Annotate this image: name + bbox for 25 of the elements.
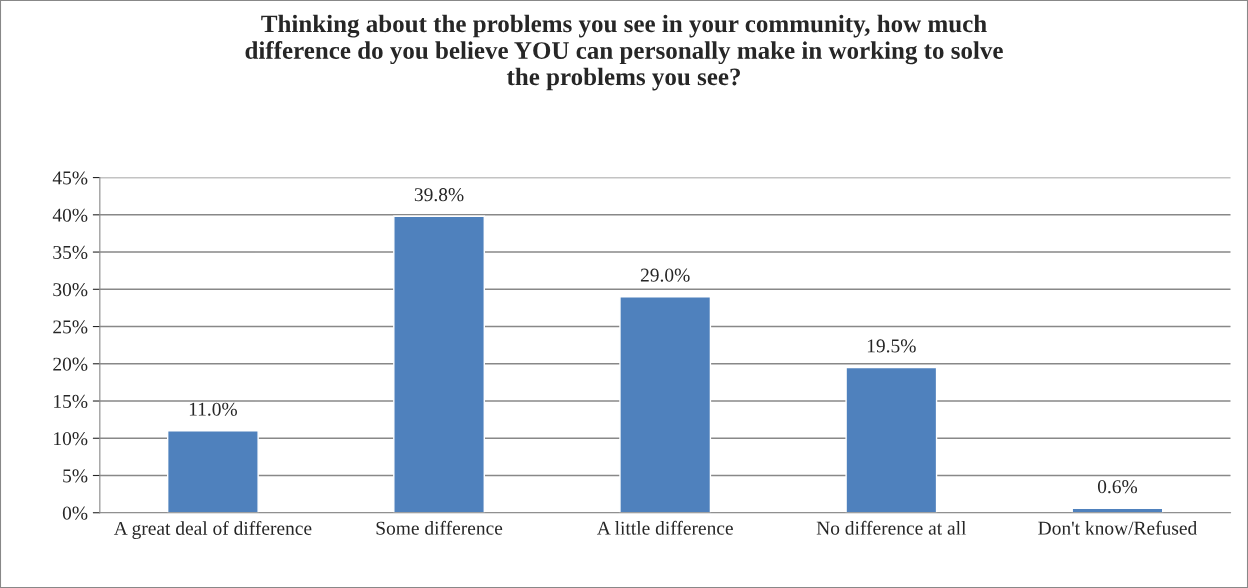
data-label: 29.0% bbox=[640, 268, 690, 282]
x-tick-label: Some difference bbox=[376, 520, 503, 535]
y-tick-label: 30% bbox=[53, 283, 88, 297]
y-tick-label: 10% bbox=[54, 432, 88, 446]
data-label: 19.5% bbox=[867, 339, 916, 353]
y-tick-label: 15% bbox=[54, 394, 88, 409]
x-tick-label: A great deal of difference bbox=[113, 521, 312, 539]
bar bbox=[166, 430, 259, 513]
bar bbox=[393, 215, 485, 513]
y-tick-label: 35% bbox=[53, 245, 88, 260]
x-tick-label: No difference at all bbox=[816, 520, 967, 535]
x-tick-label: A little difference bbox=[596, 520, 733, 535]
data-label: 0.6% bbox=[1097, 480, 1138, 494]
y-tick-label: 40% bbox=[52, 208, 88, 222]
y-tick-label: 20% bbox=[53, 357, 88, 371]
data-label: 11.0% bbox=[189, 402, 237, 416]
y-tick-label: 45% bbox=[52, 171, 88, 185]
y-tick-label: 5% bbox=[63, 469, 88, 483]
bar bbox=[619, 296, 712, 513]
chart-title: Thinking about the problems you see in your community, how much difference do you believe YOU can personally make in working to solve the problems you see? bbox=[245, 14, 1003, 91]
data-label: 39.8% bbox=[414, 188, 464, 202]
y-tick-label: 0% bbox=[62, 506, 88, 520]
x-tick-label: Don't know/Refused bbox=[1038, 520, 1198, 535]
bar bbox=[845, 366, 938, 513]
y-tick-label: 25% bbox=[53, 320, 88, 334]
